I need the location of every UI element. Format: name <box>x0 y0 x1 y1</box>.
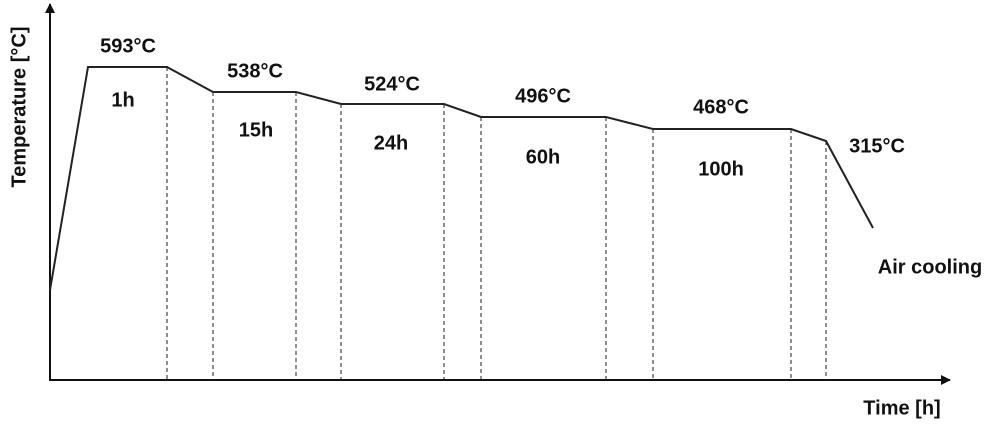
stage-duration: 60h <box>526 146 560 168</box>
stage-temperature: 468°C <box>693 96 749 118</box>
final-temperature: 315°C <box>849 135 905 157</box>
stage-duration: 1h <box>111 89 134 111</box>
x-axis-label: Time [h] <box>863 397 940 419</box>
stage-dividers <box>166 67 827 380</box>
stage-duration: 100h <box>698 158 744 180</box>
stage-duration: 15h <box>239 119 273 141</box>
cooling-label: Air cooling <box>878 256 982 278</box>
stage-temperature: 538°C <box>227 60 283 82</box>
stage-temperature: 524°C <box>364 73 420 95</box>
stage-temperature: 593°C <box>100 35 156 57</box>
stage-temperature: 496°C <box>515 85 571 107</box>
y-axis-label: Temperature [°C] <box>8 27 30 188</box>
temperature-profile <box>49 66 874 291</box>
stage-duration: 24h <box>374 132 408 154</box>
